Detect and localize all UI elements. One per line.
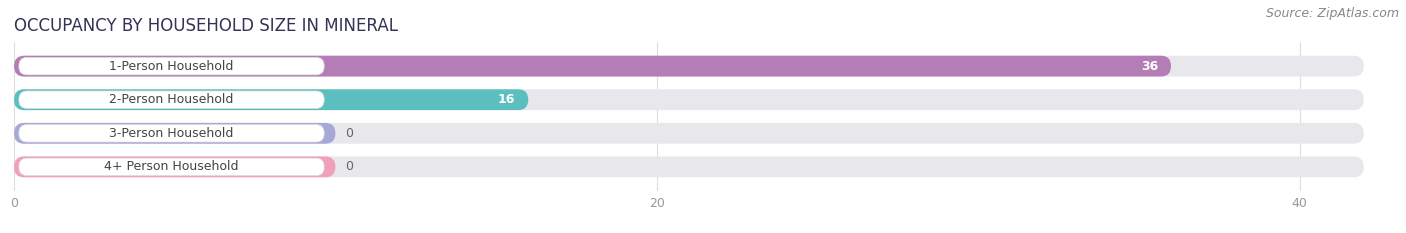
Text: 0: 0 bbox=[344, 127, 353, 140]
FancyBboxPatch shape bbox=[18, 57, 325, 75]
Text: 3-Person Household: 3-Person Household bbox=[110, 127, 233, 140]
FancyBboxPatch shape bbox=[18, 158, 325, 176]
FancyBboxPatch shape bbox=[14, 123, 336, 144]
Text: 4+ Person Household: 4+ Person Household bbox=[104, 160, 239, 173]
FancyBboxPatch shape bbox=[18, 125, 325, 142]
Text: OCCUPANCY BY HOUSEHOLD SIZE IN MINERAL: OCCUPANCY BY HOUSEHOLD SIZE IN MINERAL bbox=[14, 17, 398, 35]
Text: Source: ZipAtlas.com: Source: ZipAtlas.com bbox=[1265, 7, 1399, 20]
FancyBboxPatch shape bbox=[14, 56, 1171, 76]
FancyBboxPatch shape bbox=[14, 157, 1364, 177]
FancyBboxPatch shape bbox=[14, 56, 1364, 76]
FancyBboxPatch shape bbox=[14, 89, 1364, 110]
Text: 2-Person Household: 2-Person Household bbox=[110, 93, 233, 106]
Text: 36: 36 bbox=[1140, 60, 1159, 73]
FancyBboxPatch shape bbox=[14, 123, 1364, 144]
FancyBboxPatch shape bbox=[18, 91, 325, 108]
FancyBboxPatch shape bbox=[14, 89, 529, 110]
Text: 16: 16 bbox=[498, 93, 516, 106]
Text: 0: 0 bbox=[344, 160, 353, 173]
FancyBboxPatch shape bbox=[14, 157, 336, 177]
Text: 1-Person Household: 1-Person Household bbox=[110, 60, 233, 73]
